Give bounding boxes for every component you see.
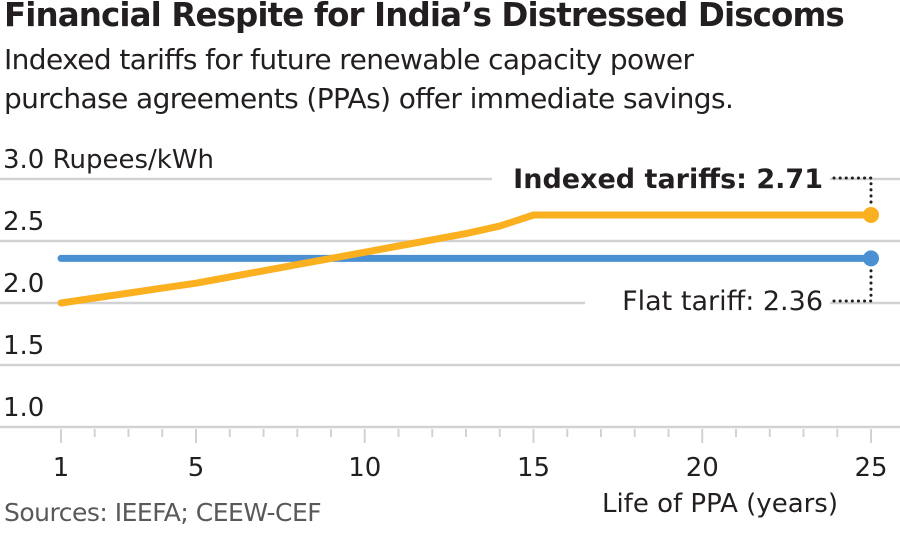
flat-tariff-value: 2.36 — [763, 286, 823, 317]
chart-title: Financial Respite for India’s Distressed… — [4, 0, 845, 34]
annotations: Indexed tariffs: 2.71 Flat tariff: 2.36 — [492, 157, 873, 323]
label-background — [492, 157, 830, 197]
flat-leader-line — [832, 266, 873, 303]
x-tick-label: 10 — [348, 453, 381, 483]
x-tick-label: 1 — [53, 453, 70, 483]
x-tick-label: 25 — [854, 453, 887, 483]
indexed-leader-line — [832, 176, 873, 207]
y-axis-tick-labels: 1.0 1.5 2.0 2.5 3.0 Rupees/kWh — [3, 145, 214, 423]
series-lines — [57, 206, 879, 307]
subtitle-line-2: purchase agreements (PPAs) offer immedia… — [4, 82, 734, 115]
x-tick-label: 5 — [188, 453, 205, 483]
flat-tariff-label-text: Flat tariff: — [622, 286, 763, 317]
y-tick-label: 1.0 — [3, 393, 44, 423]
flat-tariff-end-marker — [863, 250, 879, 267]
x-tick-label: 20 — [686, 453, 719, 483]
label-background — [585, 283, 830, 323]
indexed-tariffs-line — [57, 211, 875, 307]
x-axis-title: Life of PPA (years) — [602, 489, 838, 519]
y-tick-label: 3.0 Rupees/kWh — [3, 145, 214, 175]
y-tick-label: 2.0 — [3, 269, 44, 299]
subtitle-line-1: Indexed tariffs for future renewable cap… — [4, 43, 694, 76]
chart-subtitle: Indexed tariffs for future renewable cap… — [4, 40, 900, 118]
y-tick-label: 1.5 — [3, 331, 44, 361]
x-axis-ticks: 1 5 10 15 20 25 — [53, 429, 888, 483]
indexed-tariff-label: Indexed tariffs: 2.71 — [513, 164, 823, 195]
indexed-tariff-value: 2.71 — [756, 164, 823, 195]
source-note: Sources: IEEFA; CEEW-CEF — [4, 498, 322, 527]
x-tick-label: 15 — [517, 453, 550, 483]
indexed-tariffs-end-marker — [863, 206, 879, 223]
indexed-tariff-label-text: Indexed tariffs: — [513, 164, 756, 195]
y-tick-label: 2.5 — [3, 207, 44, 237]
flat-tariff-label: Flat tariff: 2.36 — [622, 286, 823, 317]
